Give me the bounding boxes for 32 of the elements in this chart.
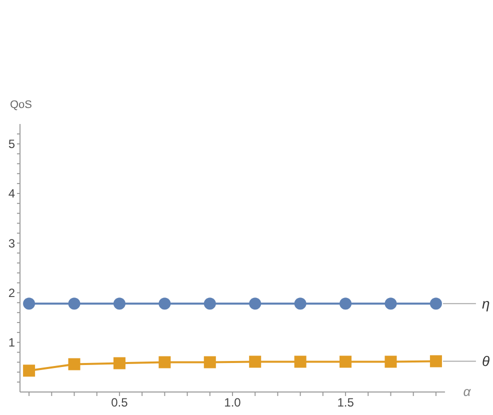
- point: [158, 298, 171, 310]
- y-tick-label: 1: [8, 336, 16, 350]
- x-tick-label: 1.5: [337, 396, 354, 410]
- text: η: [482, 296, 490, 312]
- point: [249, 356, 262, 368]
- point: [113, 298, 126, 310]
- point: [384, 356, 397, 368]
- point: [204, 298, 216, 310]
- y-tick-label: 5: [8, 137, 16, 152]
- point: [384, 298, 397, 310]
- point: [23, 364, 36, 377]
- x-tick-label: 1.0: [224, 396, 242, 410]
- point: [294, 298, 306, 310]
- point: [249, 298, 262, 310]
- x-axis-title: α: [463, 384, 472, 399]
- point: [158, 356, 171, 368]
- y-tick-label: 2: [8, 286, 16, 300]
- point: [204, 356, 216, 368]
- point: [68, 298, 80, 310]
- x-tick-label: 0.5: [111, 396, 128, 410]
- point: [113, 357, 126, 370]
- y-axis-title: QoS: [10, 99, 32, 111]
- text: θ: [482, 353, 490, 370]
- y-tick-label: 3: [8, 236, 16, 250]
- point: [340, 298, 352, 310]
- point: [23, 298, 36, 310]
- point: [68, 358, 80, 370]
- y-tick-label: 4: [8, 186, 16, 201]
- point: [294, 356, 306, 368]
- point: [340, 356, 352, 368]
- point: [430, 298, 442, 310]
- point: [430, 355, 442, 368]
